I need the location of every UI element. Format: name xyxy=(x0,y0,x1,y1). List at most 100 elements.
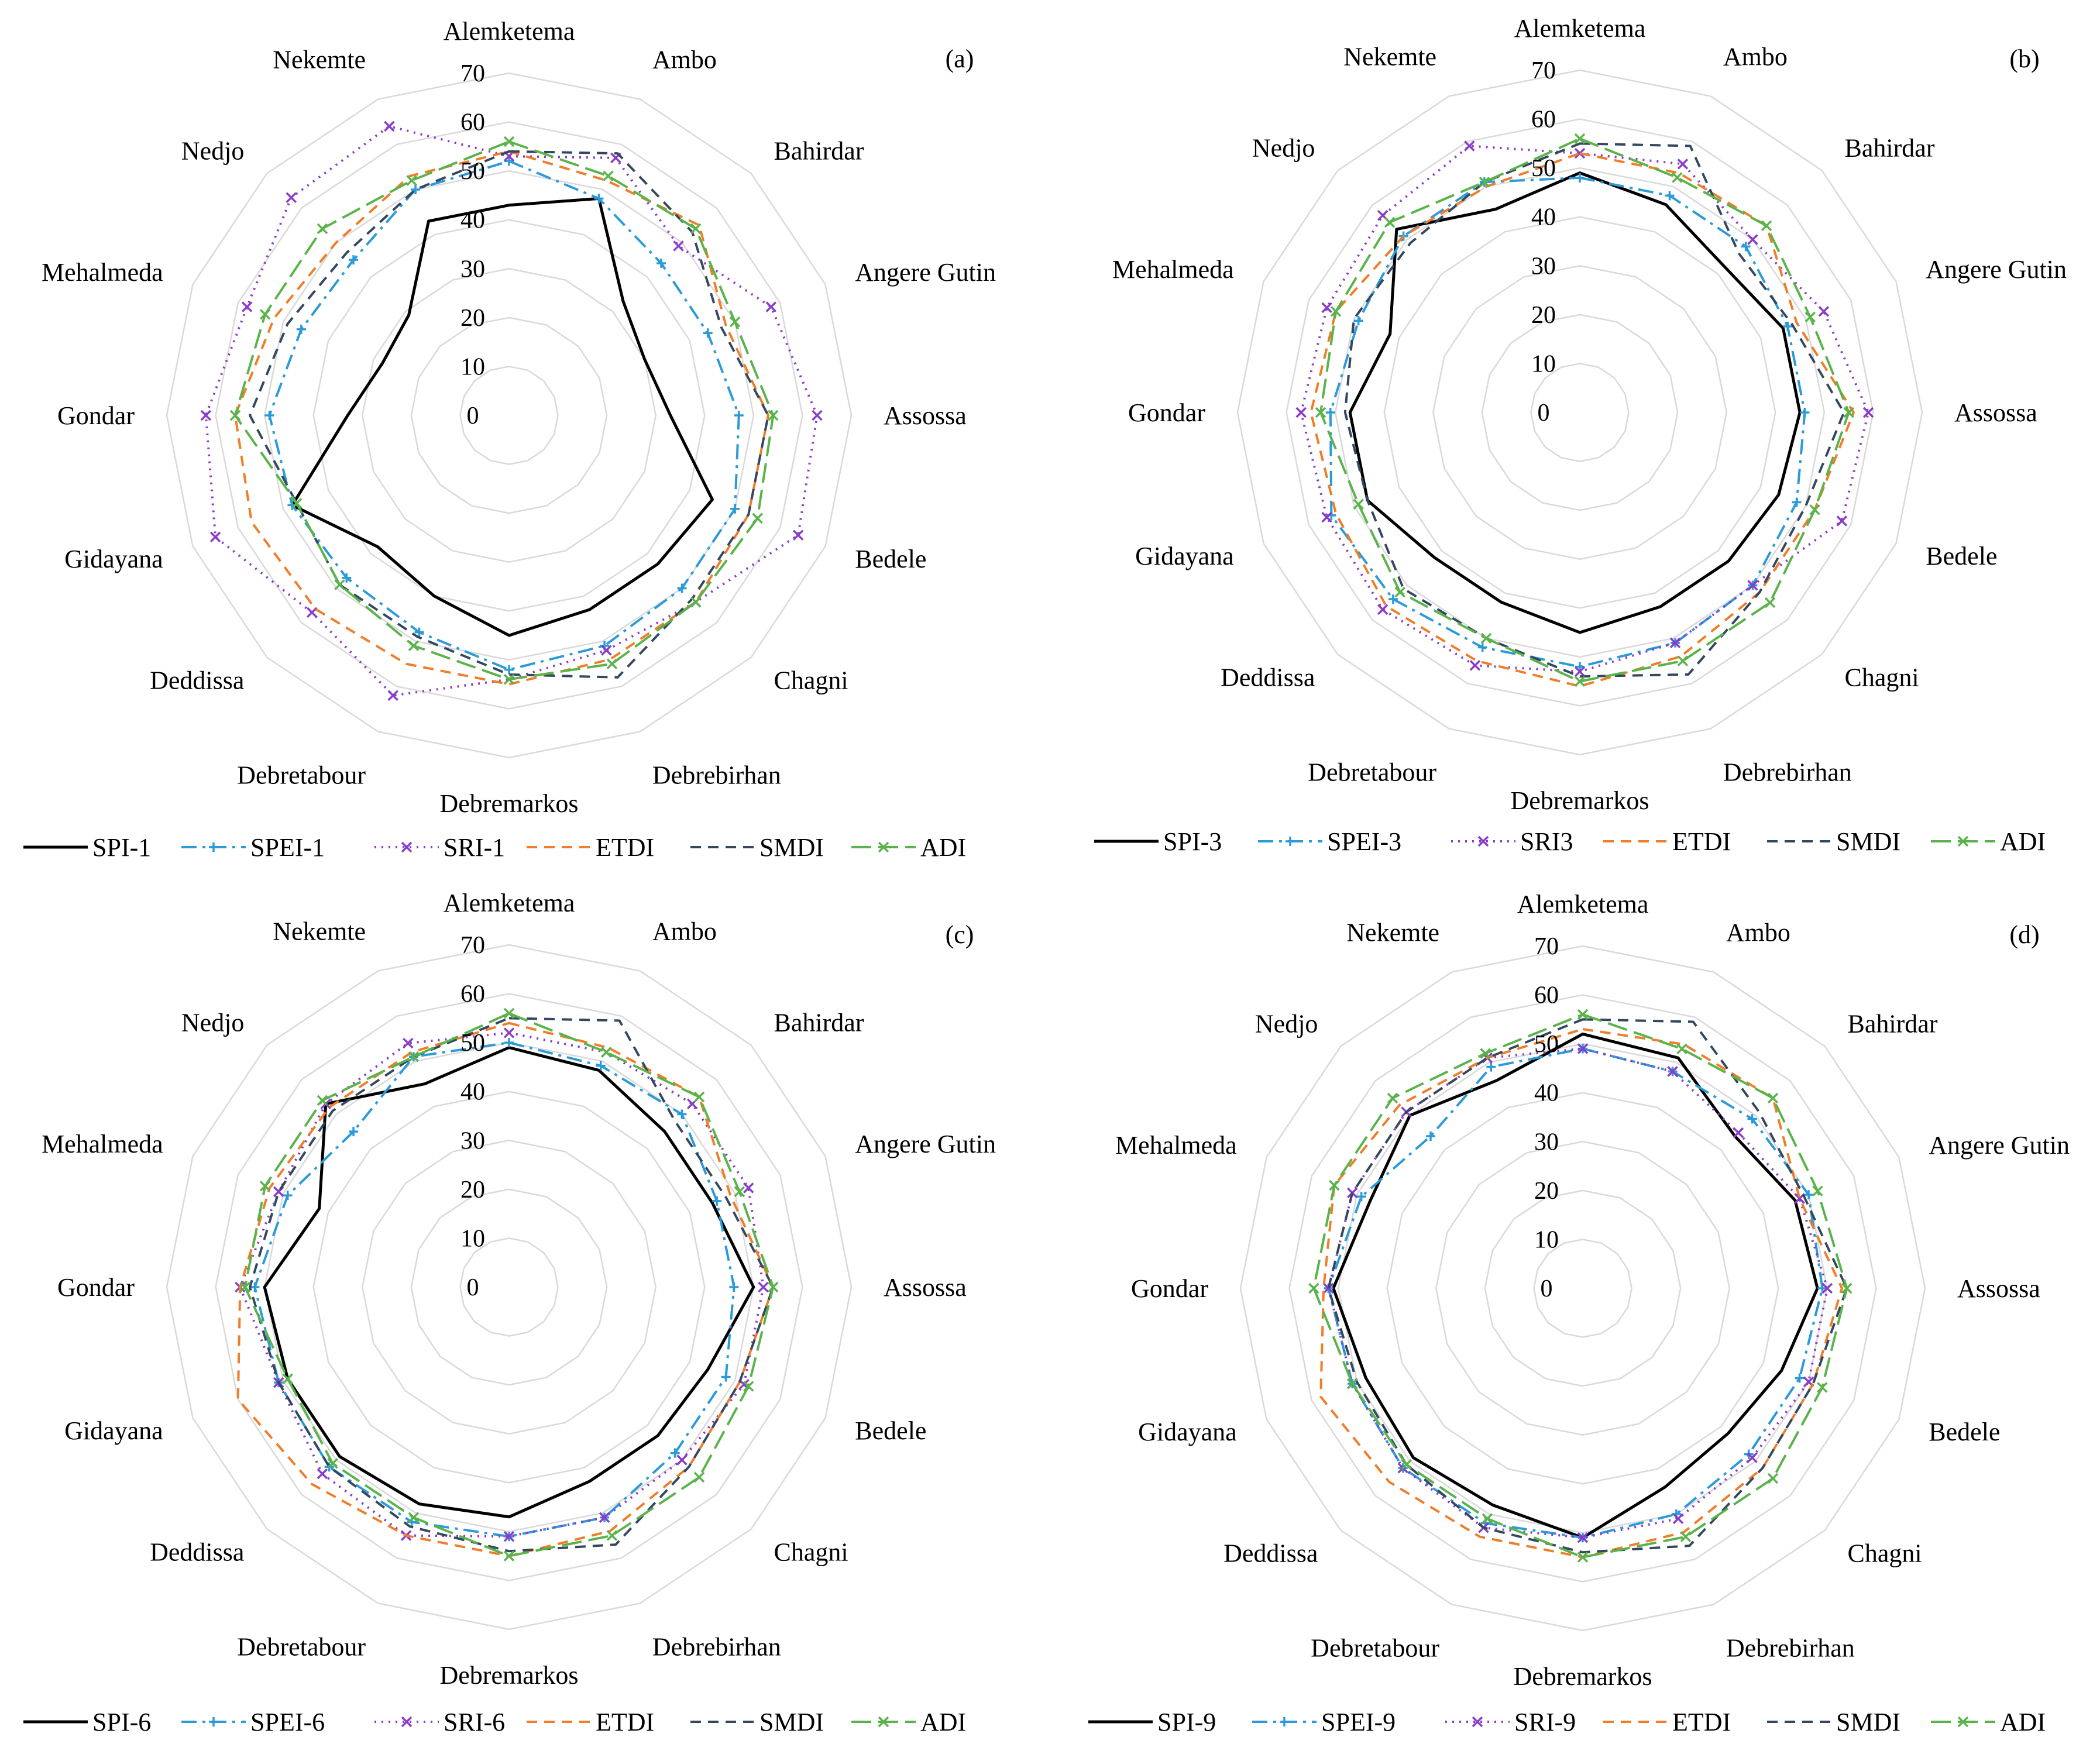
grid-ring-40 xyxy=(1386,1092,1779,1485)
data-point-sri-1-gondar xyxy=(200,410,212,421)
data-point-spei-1-alemketema xyxy=(504,156,514,166)
tick-label: 70 xyxy=(1534,933,1559,960)
legend-marker-spei-9 xyxy=(1280,1717,1289,1726)
category-label-deddissa: Deddissa xyxy=(1223,1539,1318,1568)
data-point-spei-1-ambo xyxy=(594,194,604,204)
category-label-gondar: Gondar xyxy=(57,401,135,430)
data-point-spei-9-angere-gutin xyxy=(1804,1190,1814,1200)
data-point-spei-6-chagni xyxy=(670,1448,680,1458)
category-label-nekemte: Nekemte xyxy=(273,917,366,946)
data-point-sri3-gidayana xyxy=(1321,511,1332,523)
grid-ring-50 xyxy=(263,1041,755,1533)
data-point-spei-3-assossa xyxy=(1800,408,1810,417)
data-point-spei-1-angere-gutin xyxy=(703,328,713,338)
data-point-spei-3-gondar xyxy=(1325,408,1335,417)
data-point-sri3-deddissa xyxy=(1377,604,1388,615)
category-label-bedele: Bedele xyxy=(855,1416,926,1445)
data-point-adi-bedele xyxy=(752,513,763,524)
legend-marker-adi xyxy=(1957,1716,1969,1728)
panel-label: (b) xyxy=(2009,44,2039,73)
category-label-gidayana: Gidayana xyxy=(1138,1418,1237,1446)
tick-label: 50 xyxy=(460,1030,485,1057)
legend-label-smdi: SMDI xyxy=(759,1708,824,1736)
category-label-bahirdar: Bahirdar xyxy=(774,1008,864,1037)
category-label-gidayana: Gidayana xyxy=(64,1416,163,1445)
category-label-bahirdar: Bahirdar xyxy=(774,136,864,165)
data-point-spei-3-bahirdar xyxy=(1741,242,1751,252)
category-label-ambo: Ambo xyxy=(652,917,717,946)
data-point-adi-nedjo xyxy=(317,223,328,235)
data-point-adi-assossa xyxy=(768,1281,779,1293)
data-point-adi-debrebirhan xyxy=(1677,655,1689,666)
category-label-nedjo: Nedjo xyxy=(181,1008,245,1037)
legend-marker-spei-3 xyxy=(1286,837,1295,846)
legend-marker-spei-6 xyxy=(209,1717,218,1726)
data-point-spei-6-alemketema xyxy=(504,1038,514,1048)
grid-ring-20 xyxy=(1484,1189,1682,1387)
category-label-nekemte: Nekemte xyxy=(273,46,366,74)
tick-label: 10 xyxy=(460,353,485,380)
data-point-sri-1-mehalmeda xyxy=(241,301,253,312)
data-point-sri-6-nekemte xyxy=(403,1037,414,1049)
data-point-spei-6-bahirdar xyxy=(677,1109,687,1119)
data-point-adi-bahirdar xyxy=(1761,220,1772,232)
series-line-adi xyxy=(243,1012,775,1557)
data-point-sri3-ambo xyxy=(1677,159,1689,170)
category-label-bahirdar: Bahirdar xyxy=(1845,133,1935,162)
data-point-spei-1-bahirdar xyxy=(657,258,666,268)
grid-ring-70 xyxy=(166,944,853,1631)
data-point-spei-1-debretabour xyxy=(414,627,424,637)
legend-label-smdi: SMDI xyxy=(1836,1708,1900,1736)
data-point-spei-1-debremarkos xyxy=(504,665,514,675)
legend-label-sri-9: SRI-9 xyxy=(1514,1708,1576,1736)
data-point-adi-gidayana xyxy=(282,1373,293,1384)
tick-label: 50 xyxy=(1534,1031,1559,1058)
data-point-sri3-bedele xyxy=(1836,515,1848,527)
category-label-assossa: Assossa xyxy=(884,401,967,430)
data-point-adi-ambo xyxy=(603,170,614,182)
data-point-adi-debrebirhan xyxy=(1680,1531,1692,1542)
data-point-spei-3-deddissa xyxy=(1388,594,1398,604)
series-line-adi xyxy=(1319,137,1850,683)
legend-label-etdi: ETDI xyxy=(596,1708,654,1736)
data-point-sri3-debretabour xyxy=(1469,660,1481,671)
data-point-sri3-chagni xyxy=(1747,580,1758,591)
data-point-sri-1-nedjo xyxy=(286,192,297,203)
grid-ring-40 xyxy=(1383,216,1776,609)
data-point-adi-gidayana xyxy=(291,498,303,509)
tick-label: 10 xyxy=(460,1225,485,1252)
category-label-bedele: Bedele xyxy=(1926,542,1997,570)
series-line-adi xyxy=(1312,1013,1848,1559)
legend-marker-sri-6 xyxy=(401,1716,413,1728)
category-label-gidayana: Gidayana xyxy=(64,545,163,573)
data-point-adi-alemketema xyxy=(1574,133,1586,145)
series-line-etdi xyxy=(1310,152,1855,687)
legend: SPI-6 SPEI-6 SRI-6 ETDI SMDI ADI xyxy=(23,1708,966,1736)
tick-label: 20 xyxy=(1534,1178,1559,1205)
tick-label: 40 xyxy=(460,1079,485,1106)
data-point-sri3-angere-gutin xyxy=(1818,306,1830,317)
data-point-adi-ambo xyxy=(601,1047,612,1058)
data-point-adi-debremarkos xyxy=(1577,1552,1589,1563)
data-point-adi-debretabour xyxy=(1480,632,1492,644)
data-point-sri-6-deddissa xyxy=(317,1468,328,1480)
data-point-sri3-bahirdar xyxy=(1747,234,1758,245)
legend-label-sri-1: SRI-1 xyxy=(444,833,505,862)
data-point-adi-bedele xyxy=(1816,1382,1828,1393)
category-label-alemketema: Alemketema xyxy=(444,17,575,46)
data-point-spei-6-ambo xyxy=(596,1061,606,1071)
grid-ring-50 xyxy=(1337,1043,1829,1534)
tick-label: 0 xyxy=(467,1274,479,1301)
category-label-nekemte: Nekemte xyxy=(1343,43,1436,71)
category-label-debretabour: Debretabour xyxy=(237,761,366,789)
data-point-spei-1-gondar xyxy=(264,411,274,420)
data-point-spei-3-angere-gutin xyxy=(1783,321,1793,331)
data-point-spei-1-nedjo xyxy=(349,255,359,265)
legend-label-etdi: ETDI xyxy=(1672,827,1731,856)
grid-ring-70 xyxy=(1236,69,1923,756)
grid-ring-30 xyxy=(362,268,657,563)
grid-ring-50 xyxy=(263,170,755,661)
category-label-bedele: Bedele xyxy=(1929,1418,2000,1446)
category-label-debremarkos: Debremarkos xyxy=(439,1661,578,1690)
